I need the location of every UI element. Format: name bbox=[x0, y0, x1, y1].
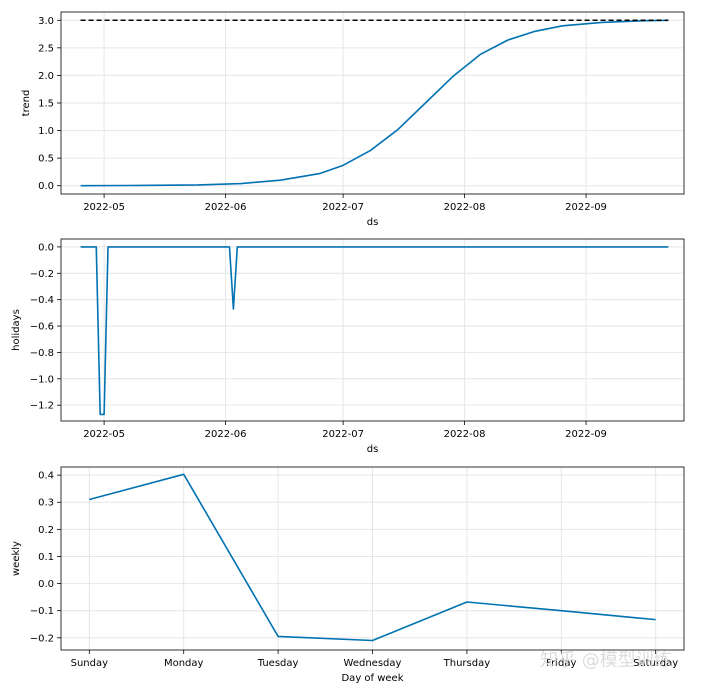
y-tick-label: 0.0 bbox=[38, 242, 54, 253]
x-tick-label: Thursday bbox=[443, 658, 491, 669]
y-tick-label: 0.4 bbox=[38, 471, 54, 482]
x-tick-label: 2022-05 bbox=[83, 202, 125, 213]
x-tick-label: 2022-05 bbox=[83, 429, 125, 440]
y-tick-label: −1.2 bbox=[30, 401, 54, 412]
y-tick-label: 1.5 bbox=[38, 99, 54, 110]
panel-2: 2022-05 2022-06 2022-07 2022-08 2022-09 0.0 −0… bbox=[11, 238, 685, 455]
y-tick-label: −0.4 bbox=[30, 295, 54, 306]
y-tick-label: 0.2 bbox=[38, 525, 54, 536]
y-tick-label: 2.0 bbox=[38, 71, 54, 82]
y-tick-label: −0.1 bbox=[30, 606, 54, 617]
y-tick-label: −1.0 bbox=[30, 374, 54, 385]
x-tick-label: Friday bbox=[546, 658, 576, 669]
y-tick-label: −0.8 bbox=[30, 348, 54, 359]
y-tick-label: −0.2 bbox=[30, 633, 54, 644]
x-tick-label: Tuesday bbox=[257, 658, 299, 669]
y-tick-label: 3.0 bbox=[38, 16, 54, 27]
series-line bbox=[80, 19, 669, 187]
y-tick-label: 0.1 bbox=[38, 552, 54, 563]
y-axis-label: holidays bbox=[11, 309, 22, 351]
x-tick-label: 2022-06 bbox=[205, 202, 247, 213]
y-tick-label: 0.5 bbox=[38, 154, 54, 165]
x-tick-label: 2022-09 bbox=[565, 429, 607, 440]
y-axis-label: weekly bbox=[11, 541, 22, 576]
y-tick-label: −0.2 bbox=[30, 269, 54, 280]
panel-3: Sunday Monday Tuesday Wednesday Thursday Frid… bbox=[11, 466, 685, 684]
x-tick-label: Sunday bbox=[71, 658, 108, 669]
x-axis-label: ds bbox=[367, 217, 379, 228]
x-axis-label: Day of week bbox=[341, 673, 403, 684]
x-tick-label: 2022-08 bbox=[444, 429, 486, 440]
y-tick-label: −0.6 bbox=[30, 322, 54, 333]
y-tick-label: 0.0 bbox=[38, 579, 54, 590]
x-tick-label: 2022-06 bbox=[205, 429, 247, 440]
x-axis-label: ds bbox=[367, 444, 379, 455]
y-tick-label: 2.5 bbox=[38, 43, 54, 54]
x-tick-label: 2022-09 bbox=[565, 202, 607, 213]
x-tick-label: Saturday bbox=[633, 658, 678, 669]
x-tick-label: Monday bbox=[164, 658, 204, 669]
y-tick-label: 1.0 bbox=[38, 126, 54, 137]
x-tick-label: Wednesday bbox=[344, 658, 402, 669]
axes-frame bbox=[60, 238, 685, 422]
x-tick-label: 2022-07 bbox=[322, 202, 364, 213]
x-tick-label: 2022-08 bbox=[444, 202, 486, 213]
x-tick-label: 2022-07 bbox=[322, 429, 364, 440]
panel-1: 2022-05 2022-06 2022-07 2022-08 2022-09 0.0 0.… bbox=[21, 11, 685, 228]
y-tick-label: 0.3 bbox=[38, 498, 54, 509]
y-tick-label: 0.0 bbox=[38, 181, 54, 192]
series-line bbox=[80, 246, 669, 416]
y-axis-label: trend bbox=[21, 90, 32, 117]
watermark-text: 知乎 @模型训练 bbox=[540, 650, 672, 671]
